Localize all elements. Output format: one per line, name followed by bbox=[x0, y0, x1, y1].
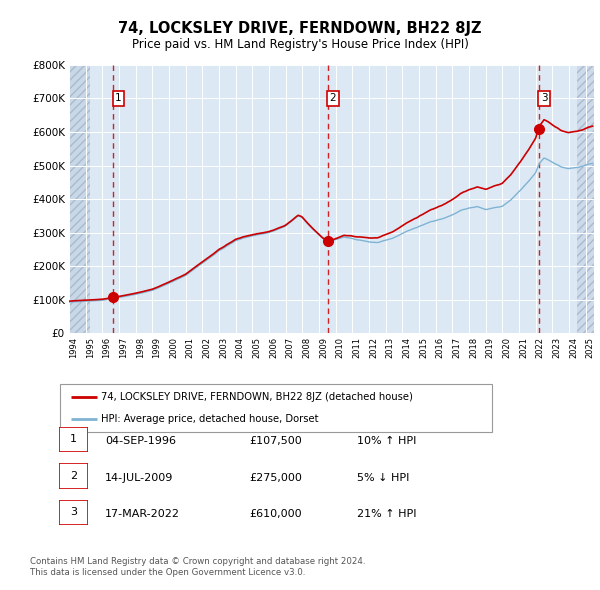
Text: 1999: 1999 bbox=[152, 337, 161, 358]
Text: 1: 1 bbox=[115, 93, 122, 103]
Text: 2008: 2008 bbox=[302, 337, 311, 358]
Text: 21% ↑ HPI: 21% ↑ HPI bbox=[357, 510, 416, 519]
Text: 2001: 2001 bbox=[185, 337, 194, 358]
Text: 10% ↑ HPI: 10% ↑ HPI bbox=[357, 437, 416, 446]
Text: 2005: 2005 bbox=[253, 337, 262, 358]
Text: 2021: 2021 bbox=[519, 337, 528, 358]
Text: 2014: 2014 bbox=[403, 337, 412, 358]
Bar bbox=[577, 65, 600, 333]
Text: 2010: 2010 bbox=[335, 337, 344, 358]
Text: 2024: 2024 bbox=[569, 337, 578, 358]
Text: 74, LOCKSLEY DRIVE, FERNDOWN, BH22 8JZ (detached house): 74, LOCKSLEY DRIVE, FERNDOWN, BH22 8JZ (… bbox=[101, 392, 413, 402]
Text: 2006: 2006 bbox=[269, 337, 278, 358]
Text: 2016: 2016 bbox=[436, 337, 445, 358]
Text: 1997: 1997 bbox=[119, 337, 128, 358]
Text: 2004: 2004 bbox=[236, 337, 245, 358]
Text: 2025: 2025 bbox=[586, 337, 595, 358]
Bar bbox=[69, 65, 90, 333]
Text: 14-JUL-2009: 14-JUL-2009 bbox=[105, 473, 173, 483]
Text: 1994: 1994 bbox=[69, 337, 78, 358]
Text: 74, LOCKSLEY DRIVE, FERNDOWN, BH22 8JZ: 74, LOCKSLEY DRIVE, FERNDOWN, BH22 8JZ bbox=[118, 21, 482, 35]
Text: 2000: 2000 bbox=[169, 337, 178, 358]
Text: 2009: 2009 bbox=[319, 337, 328, 358]
Text: 1: 1 bbox=[70, 434, 77, 444]
Text: 2023: 2023 bbox=[553, 337, 562, 358]
Text: 2013: 2013 bbox=[386, 337, 395, 358]
Text: 2002: 2002 bbox=[202, 337, 211, 358]
Text: 2019: 2019 bbox=[485, 337, 494, 358]
Text: 2015: 2015 bbox=[419, 337, 428, 358]
FancyBboxPatch shape bbox=[59, 427, 88, 452]
Text: 2020: 2020 bbox=[502, 337, 511, 358]
Text: 5% ↓ HPI: 5% ↓ HPI bbox=[357, 473, 409, 483]
Text: 1995: 1995 bbox=[86, 337, 95, 358]
Text: 1998: 1998 bbox=[136, 337, 145, 358]
Text: 04-SEP-1996: 04-SEP-1996 bbox=[105, 437, 176, 446]
Text: £275,000: £275,000 bbox=[249, 473, 302, 483]
Text: £107,500: £107,500 bbox=[249, 437, 302, 446]
Text: £610,000: £610,000 bbox=[249, 510, 302, 519]
Text: 3: 3 bbox=[70, 507, 77, 517]
Text: 2: 2 bbox=[330, 93, 337, 103]
Text: 2007: 2007 bbox=[286, 337, 295, 358]
Text: 2011: 2011 bbox=[352, 337, 361, 358]
Text: 3: 3 bbox=[541, 93, 547, 103]
Text: This data is licensed under the Open Government Licence v3.0.: This data is licensed under the Open Gov… bbox=[30, 568, 305, 577]
Text: 2: 2 bbox=[70, 471, 77, 481]
Text: 2017: 2017 bbox=[452, 337, 461, 358]
Text: HPI: Average price, detached house, Dorset: HPI: Average price, detached house, Dors… bbox=[101, 414, 319, 424]
Text: 2022: 2022 bbox=[536, 337, 545, 358]
Text: Contains HM Land Registry data © Crown copyright and database right 2024.: Contains HM Land Registry data © Crown c… bbox=[30, 557, 365, 566]
Text: 2012: 2012 bbox=[369, 337, 378, 358]
Text: 2003: 2003 bbox=[219, 337, 228, 358]
Text: 1996: 1996 bbox=[103, 337, 112, 358]
Text: 2018: 2018 bbox=[469, 337, 478, 358]
Text: Price paid vs. HM Land Registry's House Price Index (HPI): Price paid vs. HM Land Registry's House … bbox=[131, 38, 469, 51]
Text: 17-MAR-2022: 17-MAR-2022 bbox=[105, 510, 180, 519]
FancyBboxPatch shape bbox=[59, 500, 88, 525]
FancyBboxPatch shape bbox=[59, 463, 88, 489]
FancyBboxPatch shape bbox=[60, 384, 492, 432]
